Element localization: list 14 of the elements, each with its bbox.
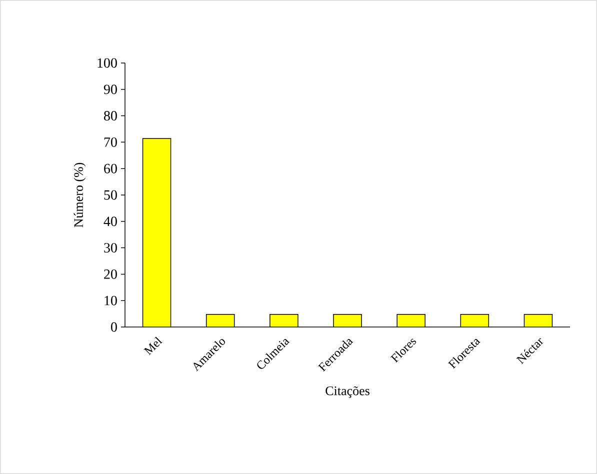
y-axis-title: Número (%) [74, 162, 86, 228]
y-tick-label: 70 [104, 137, 117, 147]
y-tick-label: 80 [104, 111, 117, 121]
x-tick-label: Mel [144, 336, 162, 356]
y-tick-label: 40 [104, 216, 117, 226]
y-tick-label: 90 [104, 84, 117, 94]
y-tick-label: 0 [111, 322, 117, 332]
y-tick-label: 50 [104, 190, 117, 200]
y-tick-label: 100 [98, 58, 117, 68]
y-tick-label: 30 [104, 243, 117, 253]
x-axis-title: Citações [326, 386, 370, 398]
y-tick-label: 20 [104, 269, 117, 279]
y-tick-label: 60 [104, 164, 117, 174]
y-tick-label: 10 [104, 296, 117, 306]
